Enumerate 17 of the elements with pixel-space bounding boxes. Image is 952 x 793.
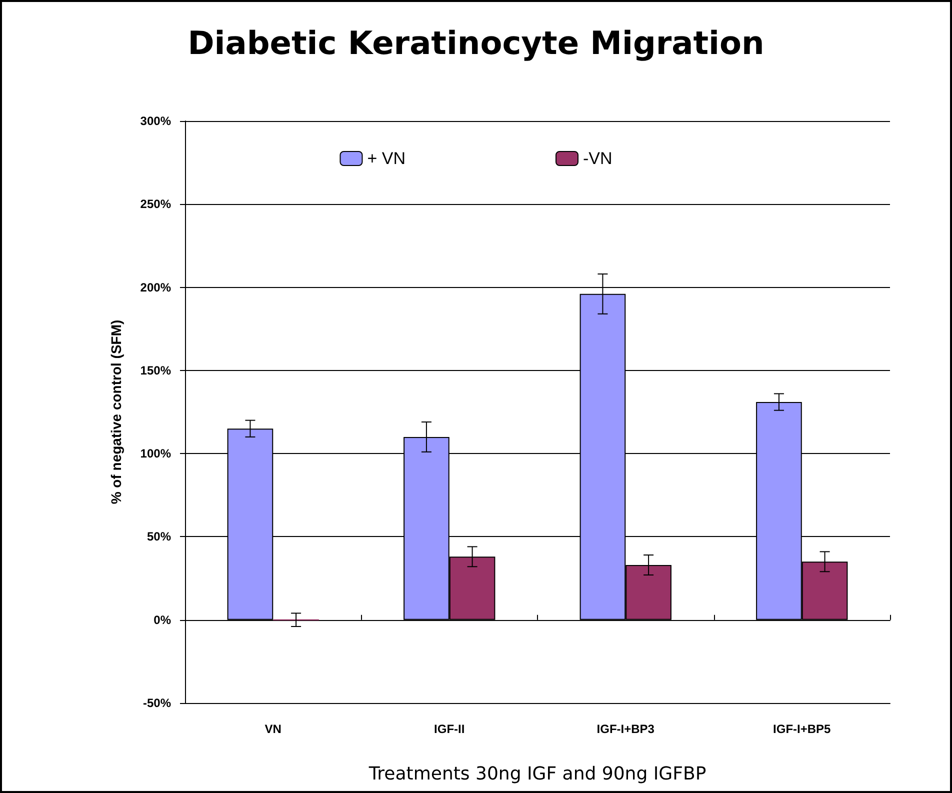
y-tick-label: 0% xyxy=(154,612,172,627)
y-tick-label: 50% xyxy=(146,530,172,544)
y-tick-label: -50% xyxy=(142,696,172,710)
legend-label: -VN xyxy=(582,149,612,168)
x-tick-label: VN xyxy=(264,722,282,736)
y-tick-label: 150% xyxy=(140,363,172,378)
y-tick-label: 250% xyxy=(140,197,172,212)
y-tick-label: 200% xyxy=(140,280,172,294)
y-axis-title: % of negative control (SFM) xyxy=(108,320,124,504)
legend-label: + VN xyxy=(367,149,406,168)
x-tick-label: IGF-I+BP3 xyxy=(596,722,655,736)
x-tick-label: IGF-I+BP5 xyxy=(773,722,832,736)
chart-title: Diabetic Keratinocyte Migration xyxy=(188,24,764,62)
x-axis-title: Treatments 30ng IGF and 90ng IGFBP xyxy=(368,764,706,784)
y-tick-label: 300% xyxy=(140,114,172,128)
y-tick-label: 100% xyxy=(140,446,172,461)
x-tick-label: IGF-II xyxy=(434,722,465,736)
